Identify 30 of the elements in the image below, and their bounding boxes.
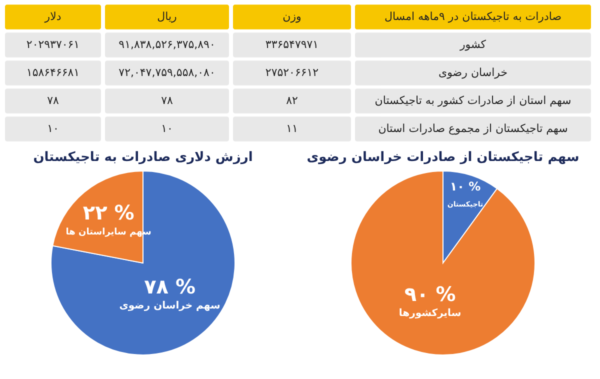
text: صادرات به تاجیکستان در ۹ماهه امسال (384, 10, 562, 23)
text: ۸۲ (286, 94, 298, 107)
data-label: ۷۸ % (144, 274, 196, 298)
category-label: خراسان رضوی (438, 66, 508, 79)
category-label: سهم استان از صادرات کشور به تاجیکستان (374, 94, 572, 107)
slice-label: سایرکشورها (398, 308, 462, 319)
text: ۷۲,۰۴۷,۷۵۹,۵۵۸,۰۸۰ (118, 66, 216, 79)
category-label: سهم تاجیکستان از مجموع صادرات استان (378, 122, 568, 135)
text: ۲۰۲۹۳۷۰۶۱ (26, 38, 80, 51)
text: ۷۸ (47, 94, 59, 107)
text: ۲۷۵۲۰۶۶۱۲ (265, 66, 319, 79)
pie-slice (50, 170, 236, 356)
data-label: ۲۲ % (82, 200, 134, 224)
text: ۹۱,۸۳۸,۵۲۶,۳۷۵,۸۹۰ (118, 38, 216, 51)
pie-slice (350, 170, 536, 356)
text: ۱۰ (161, 122, 173, 135)
chart-title: سهم تاجیکستان از صادرات خراسان رضوی (306, 150, 580, 165)
text: ۱۱ (286, 122, 298, 135)
slice-label: سهم خراسان رضوی (119, 300, 220, 312)
category-label: دلار (44, 10, 62, 23)
text: ۷۸ (161, 94, 173, 107)
data-label: ۱۰ % (450, 180, 481, 194)
category-label: کشور (460, 38, 486, 51)
category-label: وزن (282, 10, 302, 23)
chart-title: ارزش دلاری صادرات به تاجیکستان (33, 150, 253, 165)
text: ۳۳۶۵۴۷۹۷۱ (265, 38, 319, 51)
text: ۱۵۸۶۴۶۶۸۱ (26, 66, 80, 79)
text: ۱۰ (47, 122, 59, 135)
data-label: ۹۰ % (404, 282, 456, 306)
category-label: ریال (157, 10, 177, 23)
